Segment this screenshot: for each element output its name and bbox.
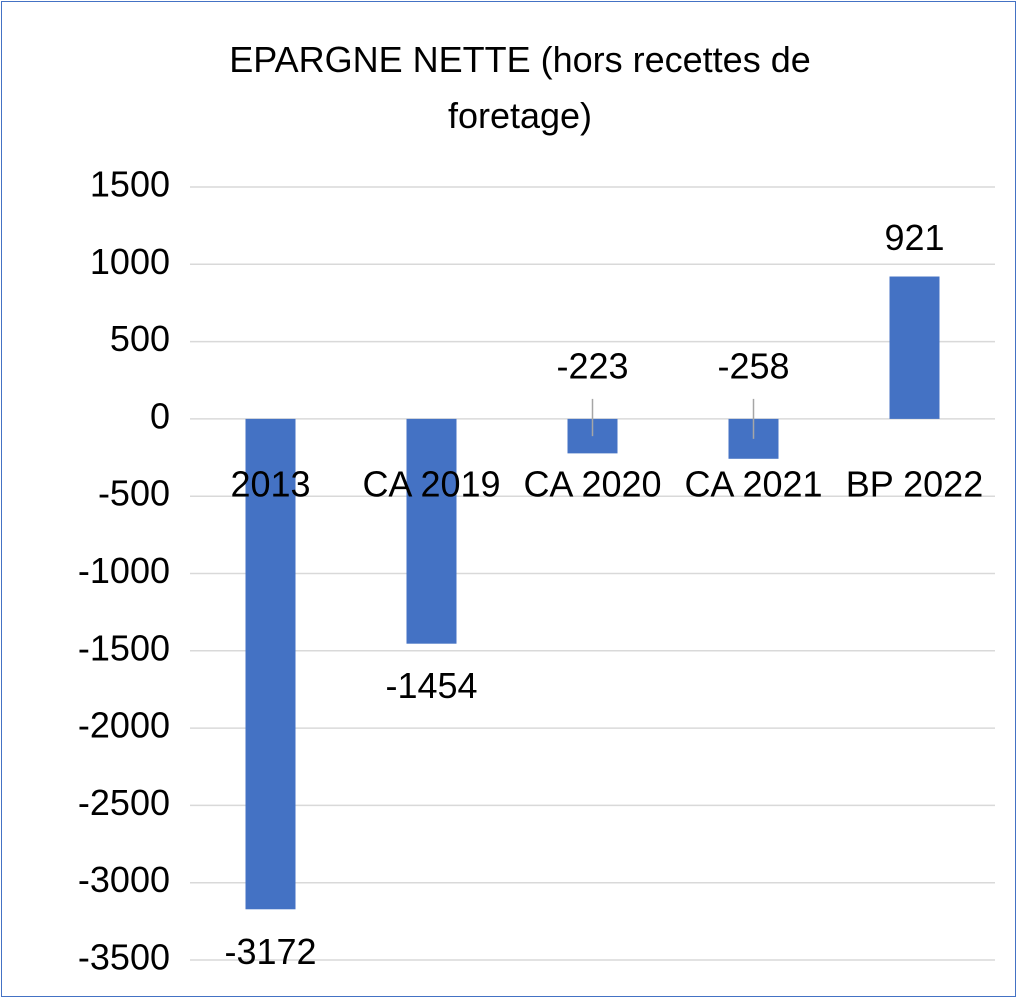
y-tick-label: 500 <box>110 318 170 359</box>
x-tick-label: 2013 <box>230 464 310 505</box>
bar <box>889 276 940 419</box>
x-tick-label: BP 2022 <box>846 464 983 505</box>
bar <box>406 418 457 644</box>
y-tick-label: 1500 <box>90 164 170 205</box>
x-tick-label: CA 2019 <box>362 464 500 505</box>
data-label: 921 <box>884 217 944 258</box>
data-label: -1454 <box>385 665 477 706</box>
y-tick-label: -1000 <box>78 550 170 591</box>
y-tick-label: -3500 <box>78 937 170 978</box>
data-label: -3172 <box>224 931 316 972</box>
data-label: -258 <box>717 345 789 386</box>
data-label: -223 <box>556 345 628 386</box>
bar <box>245 418 296 910</box>
y-tick-label: -3000 <box>78 859 170 900</box>
y-tick-label: -500 <box>98 473 170 514</box>
y-tick-label: -2500 <box>78 782 170 823</box>
y-tick-label: -2000 <box>78 705 170 746</box>
y-tick-label: -1500 <box>78 627 170 668</box>
x-tick-label: CA 2020 <box>523 464 661 505</box>
y-tick-label: 0 <box>150 395 170 436</box>
chart-title: EPARGNE NETTE (hors recettes de foretage… <box>229 39 811 136</box>
y-tick-label: 1000 <box>90 241 170 282</box>
x-tick-label: CA 2021 <box>684 464 822 505</box>
